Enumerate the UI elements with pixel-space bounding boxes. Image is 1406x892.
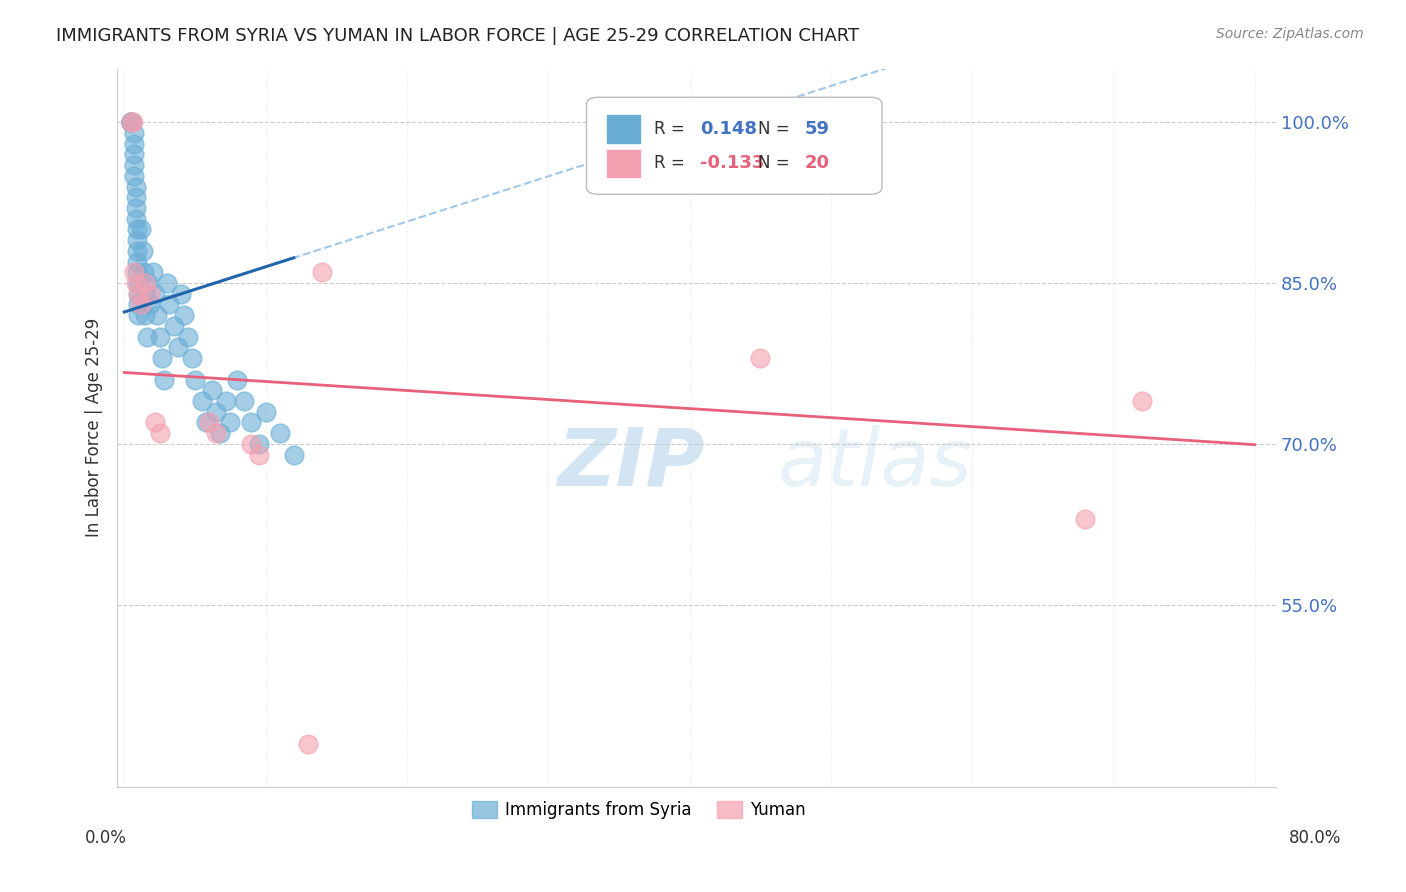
Point	[205, 426, 228, 441]
Point	[191, 394, 214, 409]
FancyBboxPatch shape	[586, 97, 882, 194]
Point	[121, 115, 143, 129]
Point	[1074, 512, 1097, 526]
Point	[124, 190, 146, 204]
Point	[127, 308, 149, 322]
Point	[201, 384, 224, 398]
Point	[170, 286, 193, 301]
Point	[215, 394, 238, 409]
Point	[120, 115, 142, 129]
Point	[122, 136, 145, 151]
Text: Source: ZipAtlas.com: Source: ZipAtlas.com	[1216, 27, 1364, 41]
Text: 80.0%: 80.0%	[1288, 829, 1341, 847]
Point	[129, 297, 152, 311]
Point	[749, 351, 772, 365]
Text: 59: 59	[804, 120, 830, 138]
Point	[1130, 394, 1153, 409]
Point	[127, 276, 149, 290]
Text: atlas: atlas	[778, 425, 973, 503]
Point	[297, 737, 319, 751]
Point	[269, 426, 291, 441]
Point	[195, 416, 218, 430]
Point	[156, 276, 179, 290]
Text: 0.0%: 0.0%	[84, 829, 127, 847]
Point	[173, 308, 195, 322]
Point	[1243, 866, 1265, 880]
Point	[120, 115, 142, 129]
Text: -0.133: -0.133	[700, 154, 765, 172]
Point	[125, 244, 148, 258]
Point	[143, 286, 166, 301]
Legend: Immigrants from Syria, Yuman: Immigrants from Syria, Yuman	[465, 794, 813, 826]
Point	[219, 416, 242, 430]
Point	[127, 286, 149, 301]
Text: N =: N =	[758, 154, 794, 172]
Point	[122, 265, 145, 279]
Point	[283, 448, 305, 462]
Y-axis label: In Labor Force | Age 25-29: In Labor Force | Age 25-29	[86, 318, 103, 538]
Point	[125, 222, 148, 236]
Text: N =: N =	[758, 120, 794, 138]
Point	[226, 373, 249, 387]
Point	[134, 286, 156, 301]
Point	[149, 329, 172, 343]
Point	[134, 276, 156, 290]
Point	[124, 201, 146, 215]
Point	[120, 115, 142, 129]
Point	[127, 297, 149, 311]
Point	[135, 329, 157, 343]
Point	[153, 373, 176, 387]
Point	[127, 286, 149, 301]
Point	[136, 276, 159, 290]
Point	[143, 416, 166, 430]
Point	[163, 318, 186, 333]
Point	[181, 351, 204, 365]
Point	[124, 179, 146, 194]
Point	[205, 405, 228, 419]
Point	[209, 426, 232, 441]
Point	[132, 265, 155, 279]
Text: 0.148: 0.148	[700, 120, 756, 138]
Point	[149, 426, 172, 441]
Point	[247, 437, 270, 451]
Text: 20: 20	[804, 154, 830, 172]
Point	[240, 437, 263, 451]
Point	[125, 254, 148, 268]
Text: ZIP: ZIP	[558, 425, 704, 503]
Point	[254, 405, 277, 419]
Point	[145, 308, 167, 322]
Bar	[607, 150, 640, 177]
Point	[120, 115, 142, 129]
Point	[125, 265, 148, 279]
Point	[233, 394, 256, 409]
Point	[122, 169, 145, 183]
Point	[122, 126, 145, 140]
Text: R =: R =	[654, 120, 690, 138]
Point	[177, 329, 200, 343]
Point	[198, 416, 221, 430]
Point	[124, 211, 146, 226]
Point	[247, 448, 270, 462]
Point	[129, 222, 152, 236]
Point	[120, 115, 142, 129]
Point	[240, 416, 263, 430]
Point	[138, 286, 160, 301]
Point	[138, 297, 160, 311]
Bar	[607, 115, 640, 143]
Point	[124, 276, 146, 290]
Point	[141, 265, 163, 279]
Point	[134, 308, 156, 322]
Point	[122, 158, 145, 172]
Point	[167, 340, 190, 354]
Point	[311, 265, 333, 279]
Point	[159, 297, 181, 311]
Point	[122, 147, 145, 161]
Text: R =: R =	[654, 154, 690, 172]
Point	[125, 233, 148, 247]
Point	[131, 244, 153, 258]
Point	[152, 351, 174, 365]
Point	[184, 373, 207, 387]
Text: IMMIGRANTS FROM SYRIA VS YUMAN IN LABOR FORCE | AGE 25-29 CORRELATION CHART: IMMIGRANTS FROM SYRIA VS YUMAN IN LABOR …	[56, 27, 859, 45]
